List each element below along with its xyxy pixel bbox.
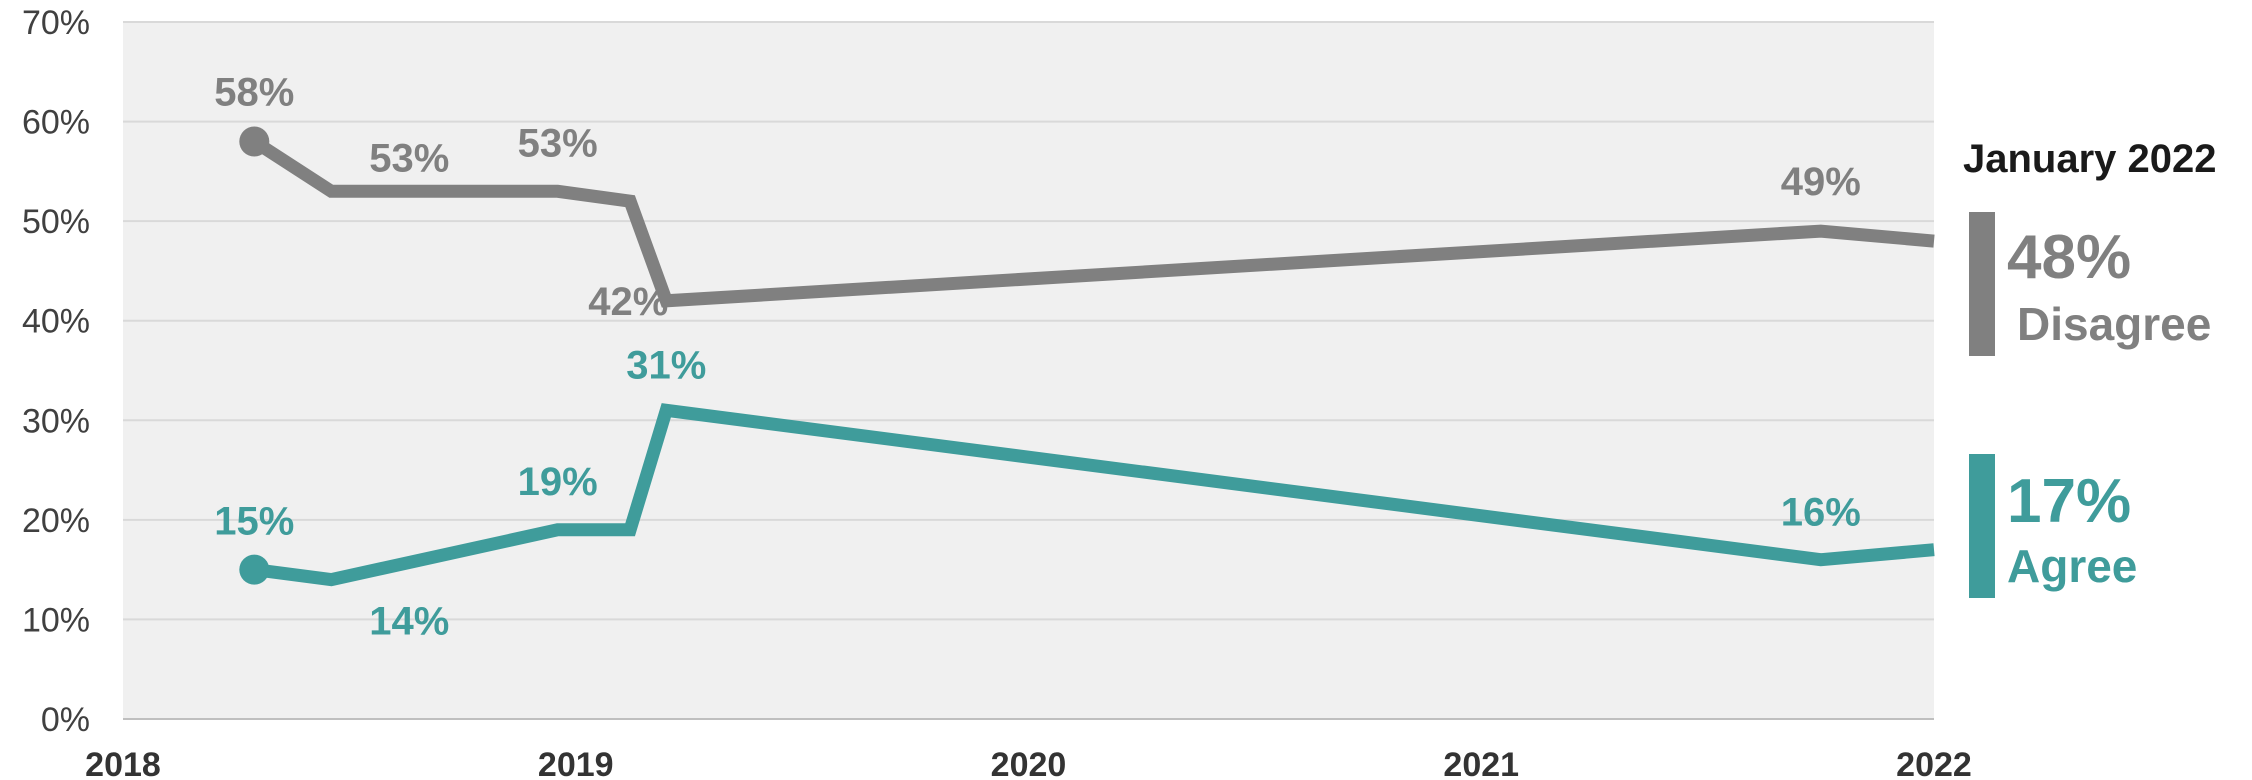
- data-label: 16%: [1781, 491, 1861, 535]
- data-label: 14%: [369, 600, 449, 644]
- y-tick-label: 50%: [22, 203, 90, 241]
- y-tick-label: 70%: [22, 4, 90, 42]
- y-tick-label: 10%: [22, 601, 90, 639]
- data-label: 49%: [1781, 160, 1861, 204]
- y-tick-label: 0%: [41, 701, 90, 739]
- y-tick-label: 20%: [22, 502, 90, 540]
- data-label: 19%: [518, 460, 598, 504]
- data-label: 15%: [214, 500, 294, 544]
- legend-value-agree: 17%: [2007, 467, 2131, 536]
- gridlines: [123, 21, 1934, 720]
- legend-bar-agree: [1969, 454, 1995, 598]
- y-tick-label: 60%: [22, 104, 90, 142]
- start-marker-disagree: [239, 126, 270, 157]
- start-marker-agree: [239, 554, 270, 585]
- series-lines: [239, 126, 1935, 587]
- legend-label-agree: Agree: [2007, 540, 2137, 592]
- data-label: 58%: [214, 70, 294, 114]
- legend-value-disagree: 48%: [2007, 223, 2131, 292]
- legend-bar-disagree: [1969, 212, 1995, 356]
- series-line-agree: [253, 403, 1935, 587]
- legend: January 2022 48% Disagree 17% Agree: [1963, 137, 2217, 598]
- legend-title: January 2022: [1963, 137, 2217, 181]
- x-axis-ticks: 2018 2019 2020 2021 2022: [85, 746, 1972, 780]
- plot-area: [123, 22, 1934, 719]
- y-tick-label: 30%: [22, 402, 90, 440]
- data-label: 31%: [626, 343, 706, 387]
- x-tick-label: 2018: [85, 746, 161, 780]
- x-tick-label: 2022: [1896, 746, 1972, 780]
- y-axis-ticks: 0% 10% 20% 30% 40% 50% 60% 70%: [22, 4, 90, 739]
- x-tick-label: 2021: [1443, 746, 1519, 780]
- data-labels: 58% 53% 53% 42% 49% 15% 14% 19% 31% 16%: [214, 70, 1861, 643]
- data-label: 42%: [588, 280, 668, 324]
- series-line-disagree: [250, 136, 1935, 308]
- data-label: 53%: [369, 136, 449, 180]
- x-tick-label: 2019: [538, 746, 614, 780]
- data-label: 53%: [518, 121, 598, 165]
- y-tick-label: 40%: [22, 303, 90, 341]
- x-tick-label: 2020: [991, 746, 1067, 780]
- legend-label-disagree: Disagree: [2017, 298, 2211, 350]
